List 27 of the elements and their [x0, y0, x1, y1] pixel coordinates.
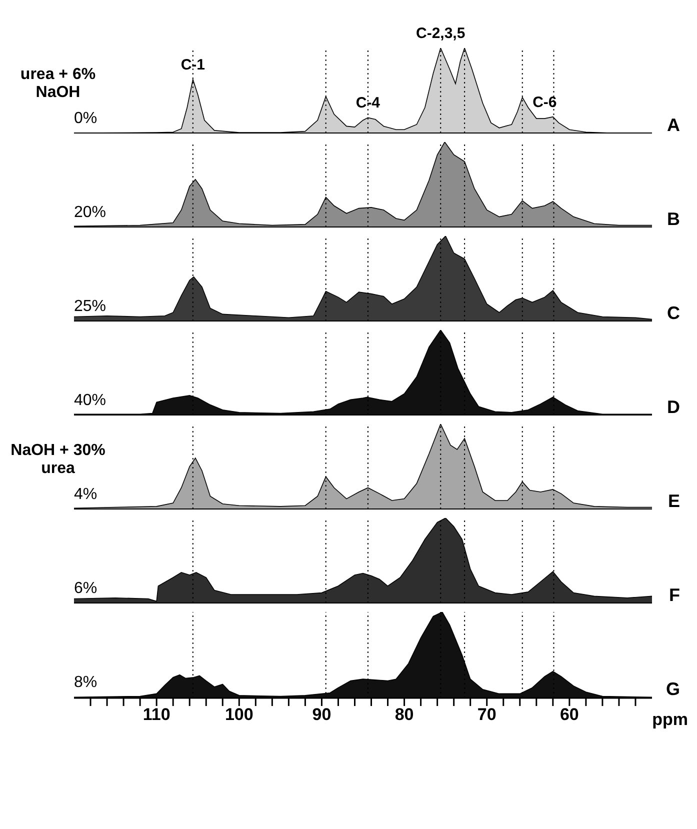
annotation: 20%: [73, 204, 108, 222]
x-tick-label: 100: [224, 705, 254, 724]
series-label: G: [666, 679, 680, 700]
annotation: C-6: [532, 94, 557, 111]
series-label: C: [667, 303, 680, 324]
series-label: E: [668, 491, 680, 512]
annotation: 25%: [73, 298, 108, 316]
annotation: C-4: [356, 94, 381, 112]
x-tick-label: 70: [477, 705, 496, 724]
series-label: D: [667, 397, 680, 418]
annotation: 40%: [73, 392, 108, 410]
annotation: NaOH + 30% urea: [10, 442, 106, 478]
annotation: C-2,3,5: [416, 25, 466, 42]
series-label: B: [667, 209, 680, 230]
annotation: urea + 6% NaOH: [19, 66, 97, 102]
annotation: 0%: [73, 110, 98, 128]
x-tick-label: 80: [394, 705, 414, 724]
annotation: 4%: [73, 486, 98, 504]
series-label: A: [667, 115, 680, 136]
annotation: C-1: [180, 56, 205, 74]
x-tick-label: 90: [312, 705, 332, 724]
x-tick-label: 60: [560, 705, 579, 724]
x-axis-title: ppm: [652, 710, 688, 730]
annotation: 6%: [73, 580, 98, 598]
x-tick-label: 110: [142, 705, 170, 724]
series-label: F: [669, 585, 680, 606]
annotation: 8%: [73, 674, 98, 692]
